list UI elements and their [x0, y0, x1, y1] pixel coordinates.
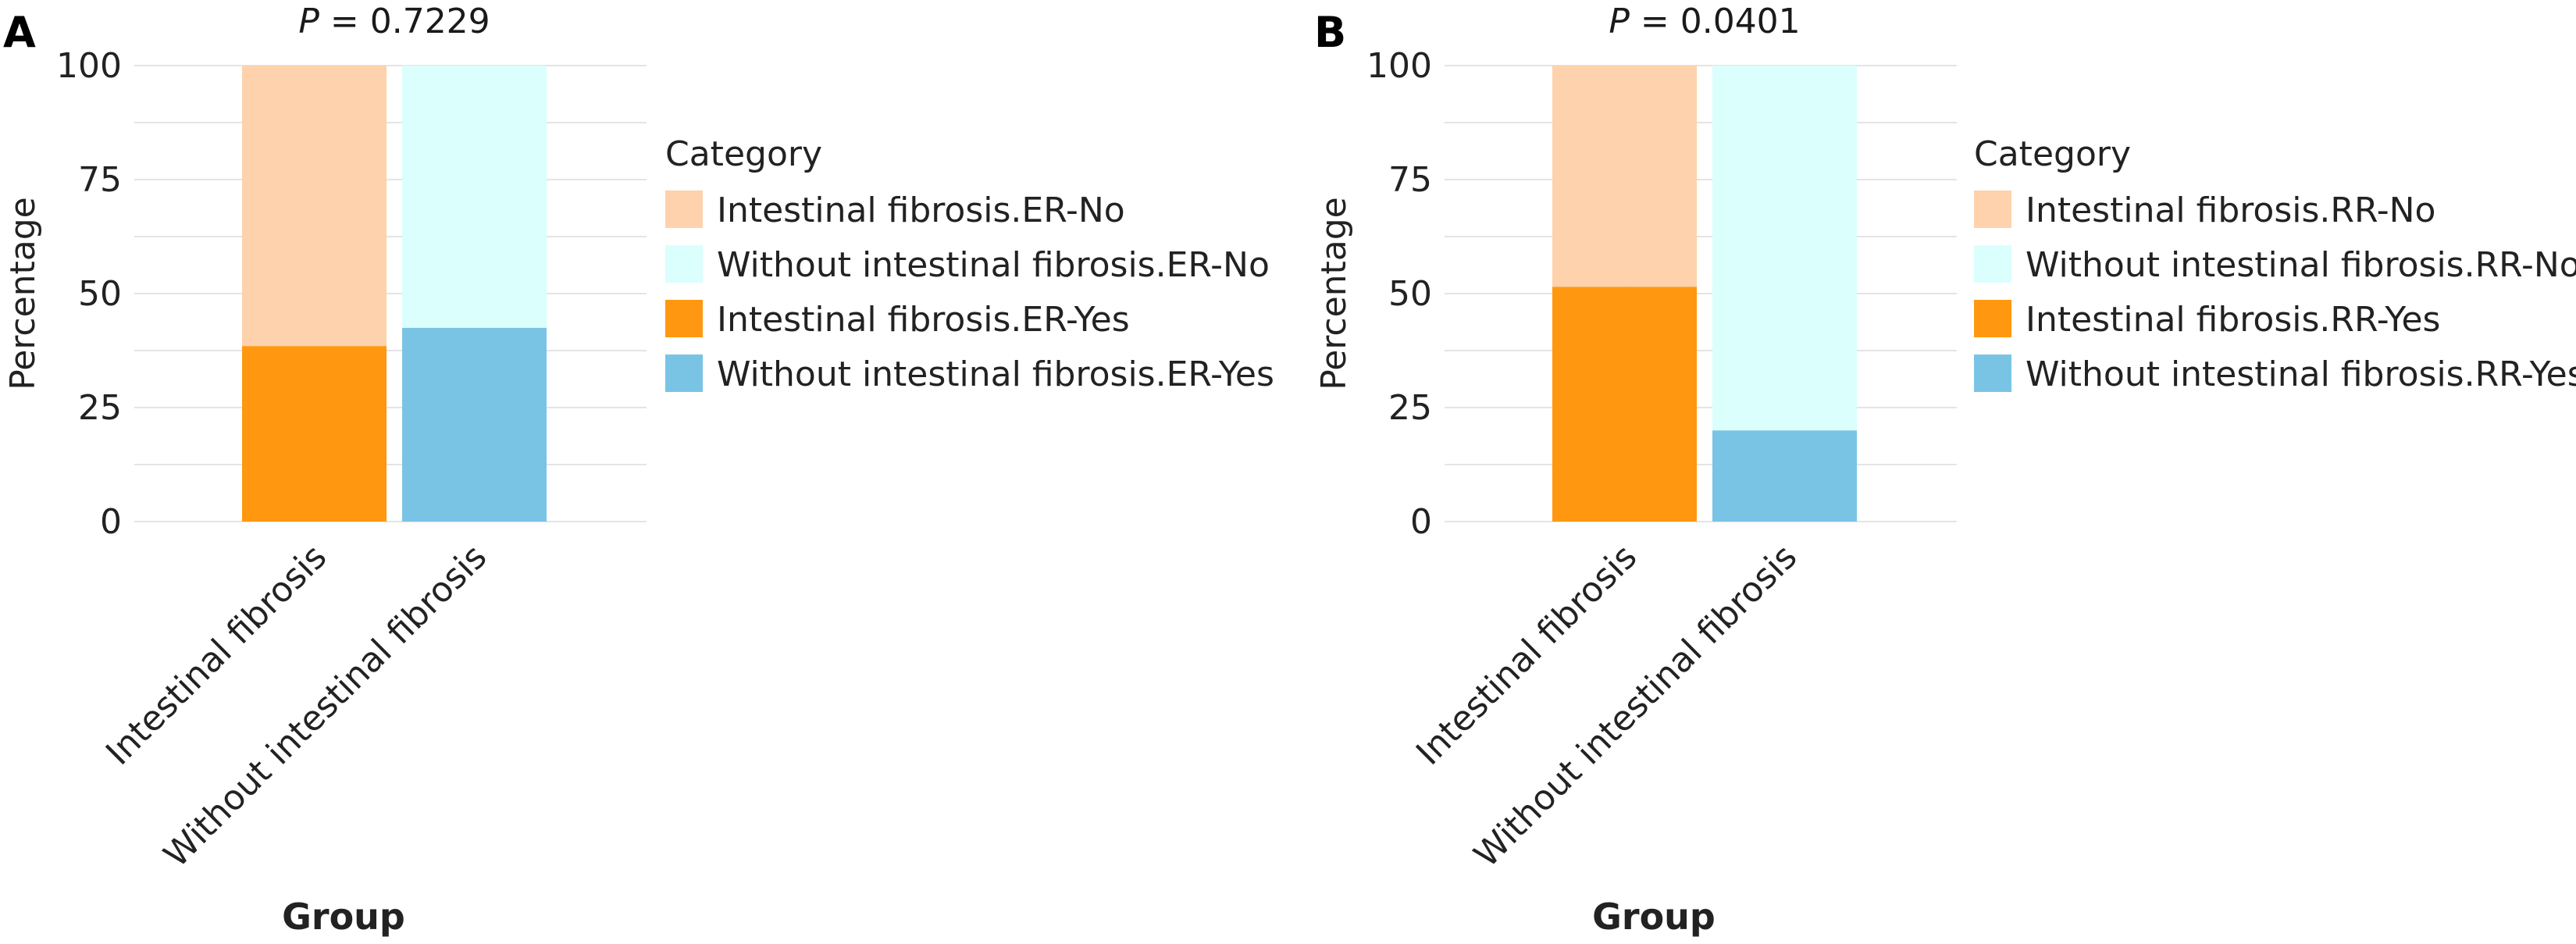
chart-title: P = 0.0401 — [1609, 2, 1800, 41]
legend-entry: Intestinal fibrosis.ER-Yes — [717, 300, 1130, 340]
x-tick-label: Without intestinal fibrosis — [1466, 537, 1805, 875]
panel-label: A — [3, 8, 36, 57]
chart-panel-a: A P = 0.7229 0 25 50 75 100 Percentage Intestina… — [3, 2, 1274, 938]
bar-segment-a-0-0 — [242, 66, 387, 347]
y-tick-label: 75 — [1388, 160, 1432, 200]
legend-swatch — [665, 354, 703, 392]
legend-entry: Without intestinal fibrosis.ER-No — [717, 245, 1270, 285]
y-tick-label: 100 — [56, 46, 122, 86]
legend-swatch — [665, 300, 703, 337]
title-p-italic: P — [298, 2, 319, 41]
legend-swatch — [1974, 354, 2011, 392]
bar-segment-b-1-1 — [1712, 66, 1857, 431]
bar-segment-b-1-3 — [1712, 430, 1857, 522]
bar-segment-b-0-0 — [1552, 66, 1697, 287]
y-tick-label: 0 — [1410, 502, 1432, 542]
x-tick-label: Without intestinal fibrosis — [156, 537, 494, 875]
x-axis-label: Group — [1592, 896, 1716, 938]
legend-title: Category — [665, 134, 822, 174]
y-tick-label: 75 — [78, 160, 122, 200]
legend-swatch — [665, 245, 703, 283]
legend-swatch — [1974, 245, 2011, 283]
y-tick-label: 100 — [1366, 46, 1432, 86]
panel-label: B — [1314, 8, 1346, 57]
y-axis-label: Percentage — [3, 197, 43, 390]
legend-swatch — [1974, 191, 2011, 228]
legend-entry: Without intestinal fibrosis.ER-Yes — [717, 354, 1274, 394]
y-tick-label: 50 — [78, 274, 122, 314]
legend-swatch — [665, 191, 703, 228]
legend: Category Intestinal fibrosis.RR-No Without… — [1974, 134, 2576, 394]
legend-entry: Intestinal fibrosis.ER-No — [717, 191, 1125, 230]
legend-entry: Without intestinal fibrosis.RR-Yes — [2026, 354, 2576, 394]
legend-entry: Intestinal fibrosis.RR-No — [2026, 191, 2435, 230]
chart-title: P = 0.7229 — [298, 2, 490, 41]
bar-segment-a-1-1 — [402, 66, 547, 328]
legend: Category Intestinal fibrosis.ER-No Without… — [665, 134, 1274, 394]
bar-segment-a-0-2 — [242, 346, 387, 522]
title-value: = 0.7229 — [319, 2, 490, 41]
legend-entry: Intestinal fibrosis.RR-Yes — [2026, 300, 2440, 340]
y-tick-label: 25 — [78, 388, 122, 428]
x-axis-label: Group — [282, 896, 405, 938]
chart-panel-b: B P = 0.0401 0 25 50 75 100 Percentage Intestina… — [1314, 2, 2576, 938]
bar-segment-a-1-3 — [402, 327, 547, 522]
y-axis-label: Percentage — [1314, 197, 1354, 390]
bar-segment-b-0-2 — [1552, 287, 1697, 522]
y-tick-label: 25 — [1388, 388, 1432, 428]
title-value: = 0.0401 — [1630, 2, 1801, 41]
y-tick-label: 50 — [1388, 274, 1432, 314]
legend-entry: Without intestinal fibrosis.RR-No — [2026, 245, 2576, 285]
legend-swatch — [1974, 300, 2011, 337]
legend-title: Category — [1974, 134, 2131, 174]
title-p-italic: P — [1609, 2, 1630, 41]
y-tick-label: 0 — [100, 502, 122, 542]
